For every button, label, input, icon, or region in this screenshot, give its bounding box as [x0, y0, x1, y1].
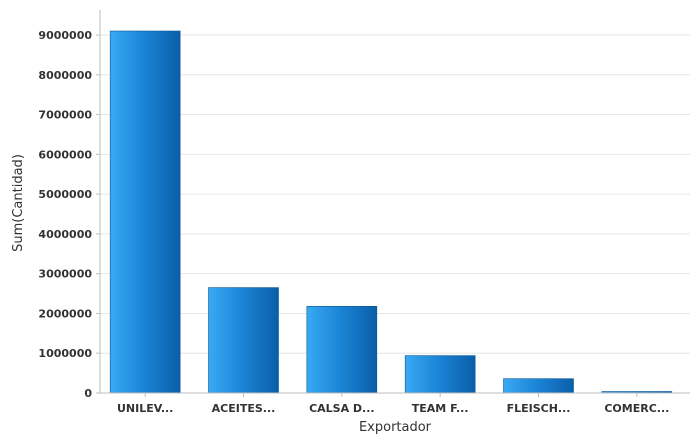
x-axis-title: Exportador: [359, 420, 432, 435]
gridlines: [100, 34, 690, 354]
y-tick-label: 0: [84, 387, 92, 400]
x-tick-label: CALSA D...: [309, 402, 375, 415]
x-axis-ticks: UNILEV... ACEITES... CALSA D... TEAM F... FL…: [117, 393, 669, 415]
y-tick-label: 3000000: [38, 268, 92, 281]
y-axis-ticks: 0 1000000 2000000 3000000 4000000 5000000 6000…: [38, 29, 100, 400]
bar[interactable]: [109, 30, 181, 394]
x-tick-label: ACEITES...: [212, 402, 276, 415]
x-tick-label: TEAM F...: [412, 402, 469, 415]
y-tick-label: 1000000: [38, 347, 92, 360]
y-tick-label: 2000000: [38, 307, 92, 320]
y-axis-title: Sum(Cantidad): [11, 154, 26, 252]
bar[interactable]: [503, 378, 574, 394]
y-tick-label: 4000000: [38, 228, 92, 241]
bar[interactable]: [404, 355, 476, 394]
x-tick-label: FLEISCH...: [507, 402, 571, 415]
y-tick-label: 9000000: [38, 29, 92, 42]
x-tick-label: UNILEV...: [117, 402, 173, 415]
bar[interactable]: [306, 305, 378, 394]
y-tick-label: 7000000: [38, 109, 92, 122]
bars: [109, 30, 673, 394]
x-tick-label: COMERC...: [604, 402, 669, 415]
bar[interactable]: [208, 287, 279, 394]
y-tick-label: 6000000: [38, 148, 92, 161]
y-tick-label: 5000000: [38, 188, 92, 201]
y-tick-label: 8000000: [38, 69, 92, 82]
